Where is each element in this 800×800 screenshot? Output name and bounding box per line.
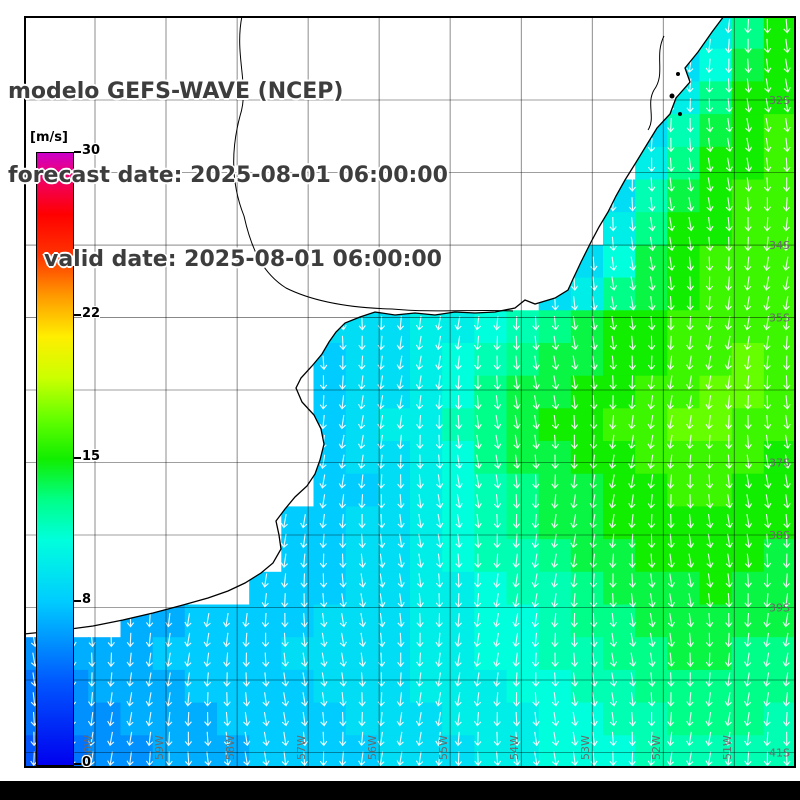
latitude-label: 35S	[769, 312, 790, 325]
colorbar-unit-label: [m/s]	[30, 130, 68, 145]
title-block: modelo GEFS-WAVE (NCEP) forecast date: 2…	[8, 22, 448, 330]
longitude-label: 56W	[366, 735, 379, 760]
longitude-label: 51W	[721, 735, 734, 760]
coastal-lagoon-dots	[669, 72, 682, 116]
colorbar-tick-mark	[74, 314, 81, 317]
latitude-labels: 32S 34S 35S 37S 38S 39S 41S	[769, 94, 790, 760]
coastline	[23, 15, 725, 635]
colorbar-tick-mark	[74, 599, 81, 602]
land-mass	[24, 16, 724, 634]
bottom-black-bar	[0, 781, 800, 800]
colorbar-tick-mark	[74, 151, 81, 153]
map-canvas: 32S 34S 35S 37S 38S 39S 41S 60W 59W 58W 57W 56W 55W…	[23, 15, 797, 769]
graticule-grid-lines	[24, 16, 796, 768]
model-title: modelo GEFS-WAVE (NCEP)	[8, 79, 344, 104]
valid-date-line: valid date: 2025-08-01 06:00:00	[44, 247, 442, 272]
colorbar-tick-label: 30	[82, 143, 101, 158]
longitude-label: 54W	[508, 735, 521, 760]
inland-border-line-2	[647, 35, 665, 131]
longitude-label: 59W	[153, 735, 166, 760]
longitude-label: 58W	[224, 735, 237, 760]
latitude-label: 41S	[769, 747, 790, 760]
colorbar: [m/s] 0 8 15 22 30	[30, 130, 120, 790]
colorbar-tick-mark	[74, 763, 81, 765]
longitude-label: 52W	[650, 735, 663, 760]
map-frame: 32S 34S 35S 37S 38S 39S 41S 60W 59W 58W 57W 56W 55W…	[23, 15, 797, 769]
colorbar-tick-mark	[74, 457, 81, 459]
longitude-labels: 60W 59W 58W 57W 56W 55W 54W 53W 52W 51W	[82, 735, 734, 760]
latitude-label: 38S	[769, 529, 790, 542]
map-frame-border	[24, 16, 796, 768]
inland-border-line	[233, 15, 514, 312]
colorbar-tick-label: 15	[82, 449, 101, 464]
forecast-date-line: forecast date: 2025-08-01 06:00:00	[8, 163, 448, 188]
latitude-label: 37S	[769, 457, 790, 470]
latitude-label: 32S	[769, 94, 790, 107]
latitude-label: 34S	[769, 239, 790, 252]
longitude-label: 57W	[295, 735, 308, 760]
longitude-label: 60W	[82, 735, 95, 760]
colorbar-tick-label: 0	[82, 755, 92, 770]
colorbar-tick-label: 8	[82, 591, 92, 607]
longitude-label: 53W	[579, 735, 592, 760]
longitude-label: 55W	[437, 735, 450, 760]
latitude-label: 39S	[769, 602, 790, 615]
wind-direction-arrows	[30, 18, 791, 767]
colorbar-tick-label: 22	[82, 306, 101, 322]
colorbar-gradient	[36, 152, 74, 766]
